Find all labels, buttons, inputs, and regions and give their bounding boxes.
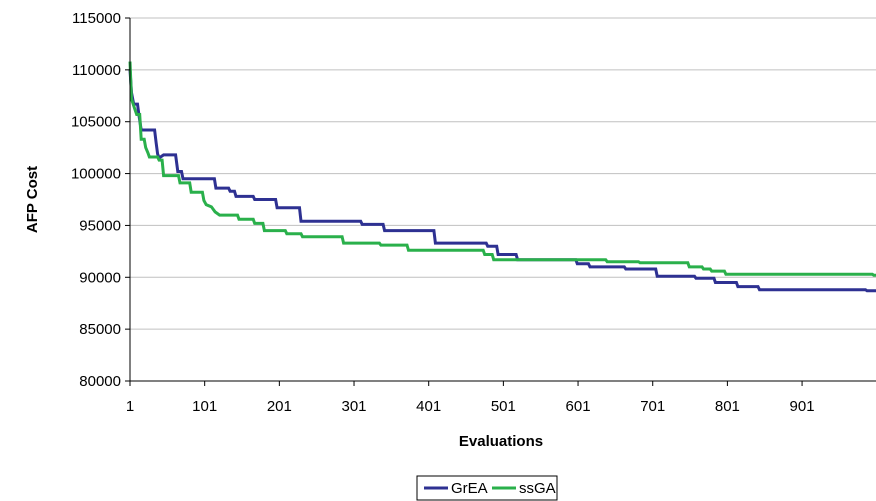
x-tick-label: 401 [416,398,441,415]
axes [125,17,876,386]
x-tick-label: 801 [715,398,740,415]
legend: GrEA ssGA [416,475,558,501]
y-tick-label: 80000 [79,373,121,390]
y-tick-label: 90000 [79,269,121,286]
y-tick-label: 100000 [71,166,121,183]
x-tick-label: 901 [790,398,815,415]
y-tick-label: 95000 [79,217,121,234]
x-axis-title: Evaluations [459,433,543,450]
legend-label-grea: GrEA [451,480,488,497]
y-tick-label: 105000 [71,114,121,131]
x-tick-label: 701 [640,398,665,415]
x-tick-label: 601 [566,398,591,415]
x-tick-label: 301 [342,398,367,415]
series-line-grea [128,69,876,293]
gridlines [130,17,876,330]
y-tick-label: 85000 [79,321,121,338]
legend-label-ssga: ssGA [519,480,556,497]
series-lines [128,61,876,293]
x-tick-label: 201 [267,398,292,415]
tick-labels: 8000085000900009500010000010500011000011… [71,10,815,415]
x-tick-label: 501 [491,398,516,415]
y-tick-label: 110000 [72,62,121,79]
series-line-ssga [128,61,876,277]
y-axis-title: AFP Cost [24,166,41,233]
x-tick-label: 1 [126,398,134,415]
x-tick-label: 101 [192,398,217,415]
y-tick-label: 115000 [72,10,121,27]
